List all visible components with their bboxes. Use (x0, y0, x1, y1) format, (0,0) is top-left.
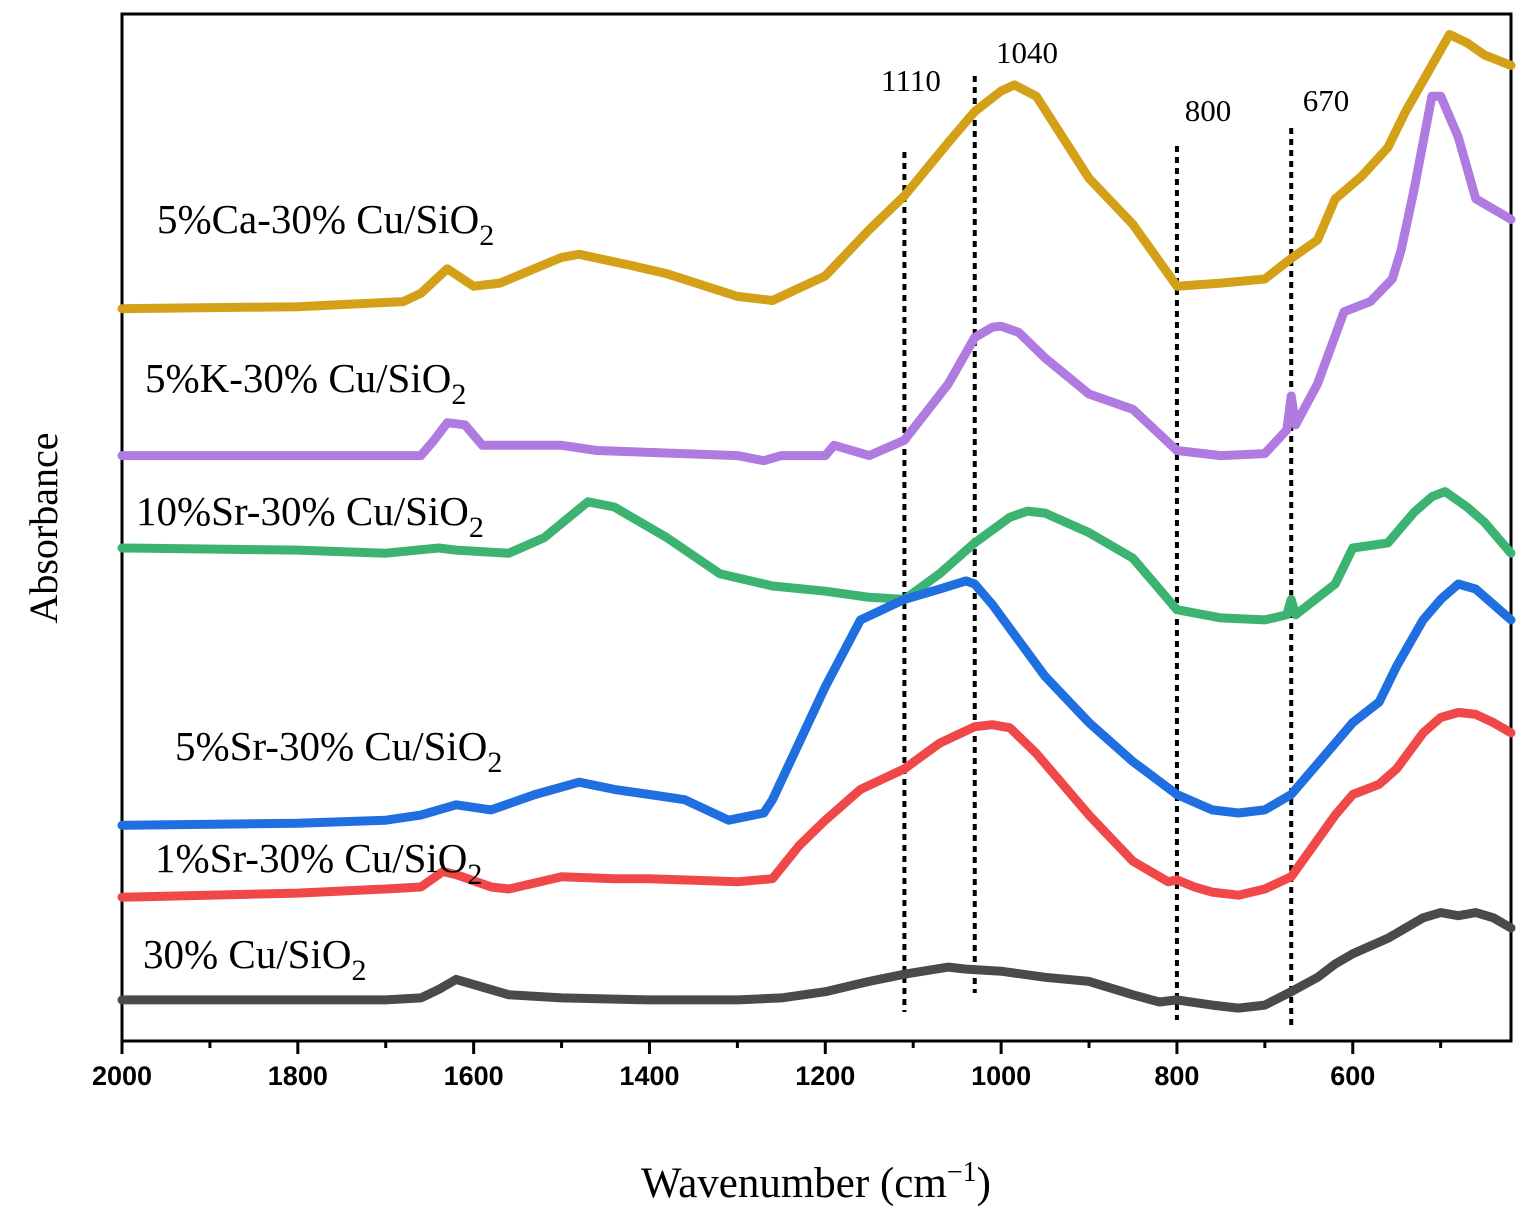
series-line-2 (117, 487, 1516, 625)
x-axis-ticks: 2000 1800 1600 1400 1200 1000 800 600 (92, 1041, 1443, 1091)
x-tick-label: 2000 (92, 1061, 152, 1091)
x-tick-label: 1400 (619, 1061, 679, 1091)
plot-frame (120, 12, 1513, 1043)
series-lines (117, 30, 1516, 1013)
series-labels: 5%Ca-30% Cu/SiO2 5%K-30% Cu/SiO2 10%Sr-30%… (136, 196, 502, 987)
series-label-1: 5%K-30% Cu/SiO2 (145, 355, 466, 411)
x-tick-label: 1600 (444, 1061, 504, 1091)
series-line-5 (117, 908, 1516, 1013)
reference-label-1110: 1110 (881, 63, 941, 98)
reference-label-1040: 1040 (996, 35, 1058, 70)
x-tick-label: 1000 (971, 1061, 1031, 1091)
series-line-3 (117, 576, 1516, 830)
series-label-2: 10%Sr-30% Cu/SiO2 (136, 488, 484, 544)
x-axis-label: Wavenumber (cm−1) (641, 1157, 991, 1207)
series-label-5: 30% Cu/SiO2 (143, 931, 366, 987)
series-line-1 (117, 91, 1516, 466)
reference-lines: 1110 1040 800 670 (881, 35, 1349, 1026)
x-tick-label: 1800 (268, 1061, 328, 1091)
x-tick-label: 600 (1330, 1061, 1375, 1091)
series-label-0: 5%Ca-30% Cu/SiO2 (157, 196, 494, 252)
reference-label-800: 800 (1185, 93, 1232, 128)
x-tick-label: 800 (1154, 1061, 1199, 1091)
series-label-4: 1%Sr-30% Cu/SiO2 (155, 835, 482, 891)
series-line-0 (117, 30, 1516, 314)
y-axis-label: Absorbance (21, 432, 66, 623)
reference-label-670: 670 (1303, 83, 1350, 118)
series-line-4 (117, 707, 1516, 902)
x-tick-label: 1200 (795, 1061, 855, 1091)
series-label-3: 5%Sr-30% Cu/SiO2 (175, 723, 502, 779)
